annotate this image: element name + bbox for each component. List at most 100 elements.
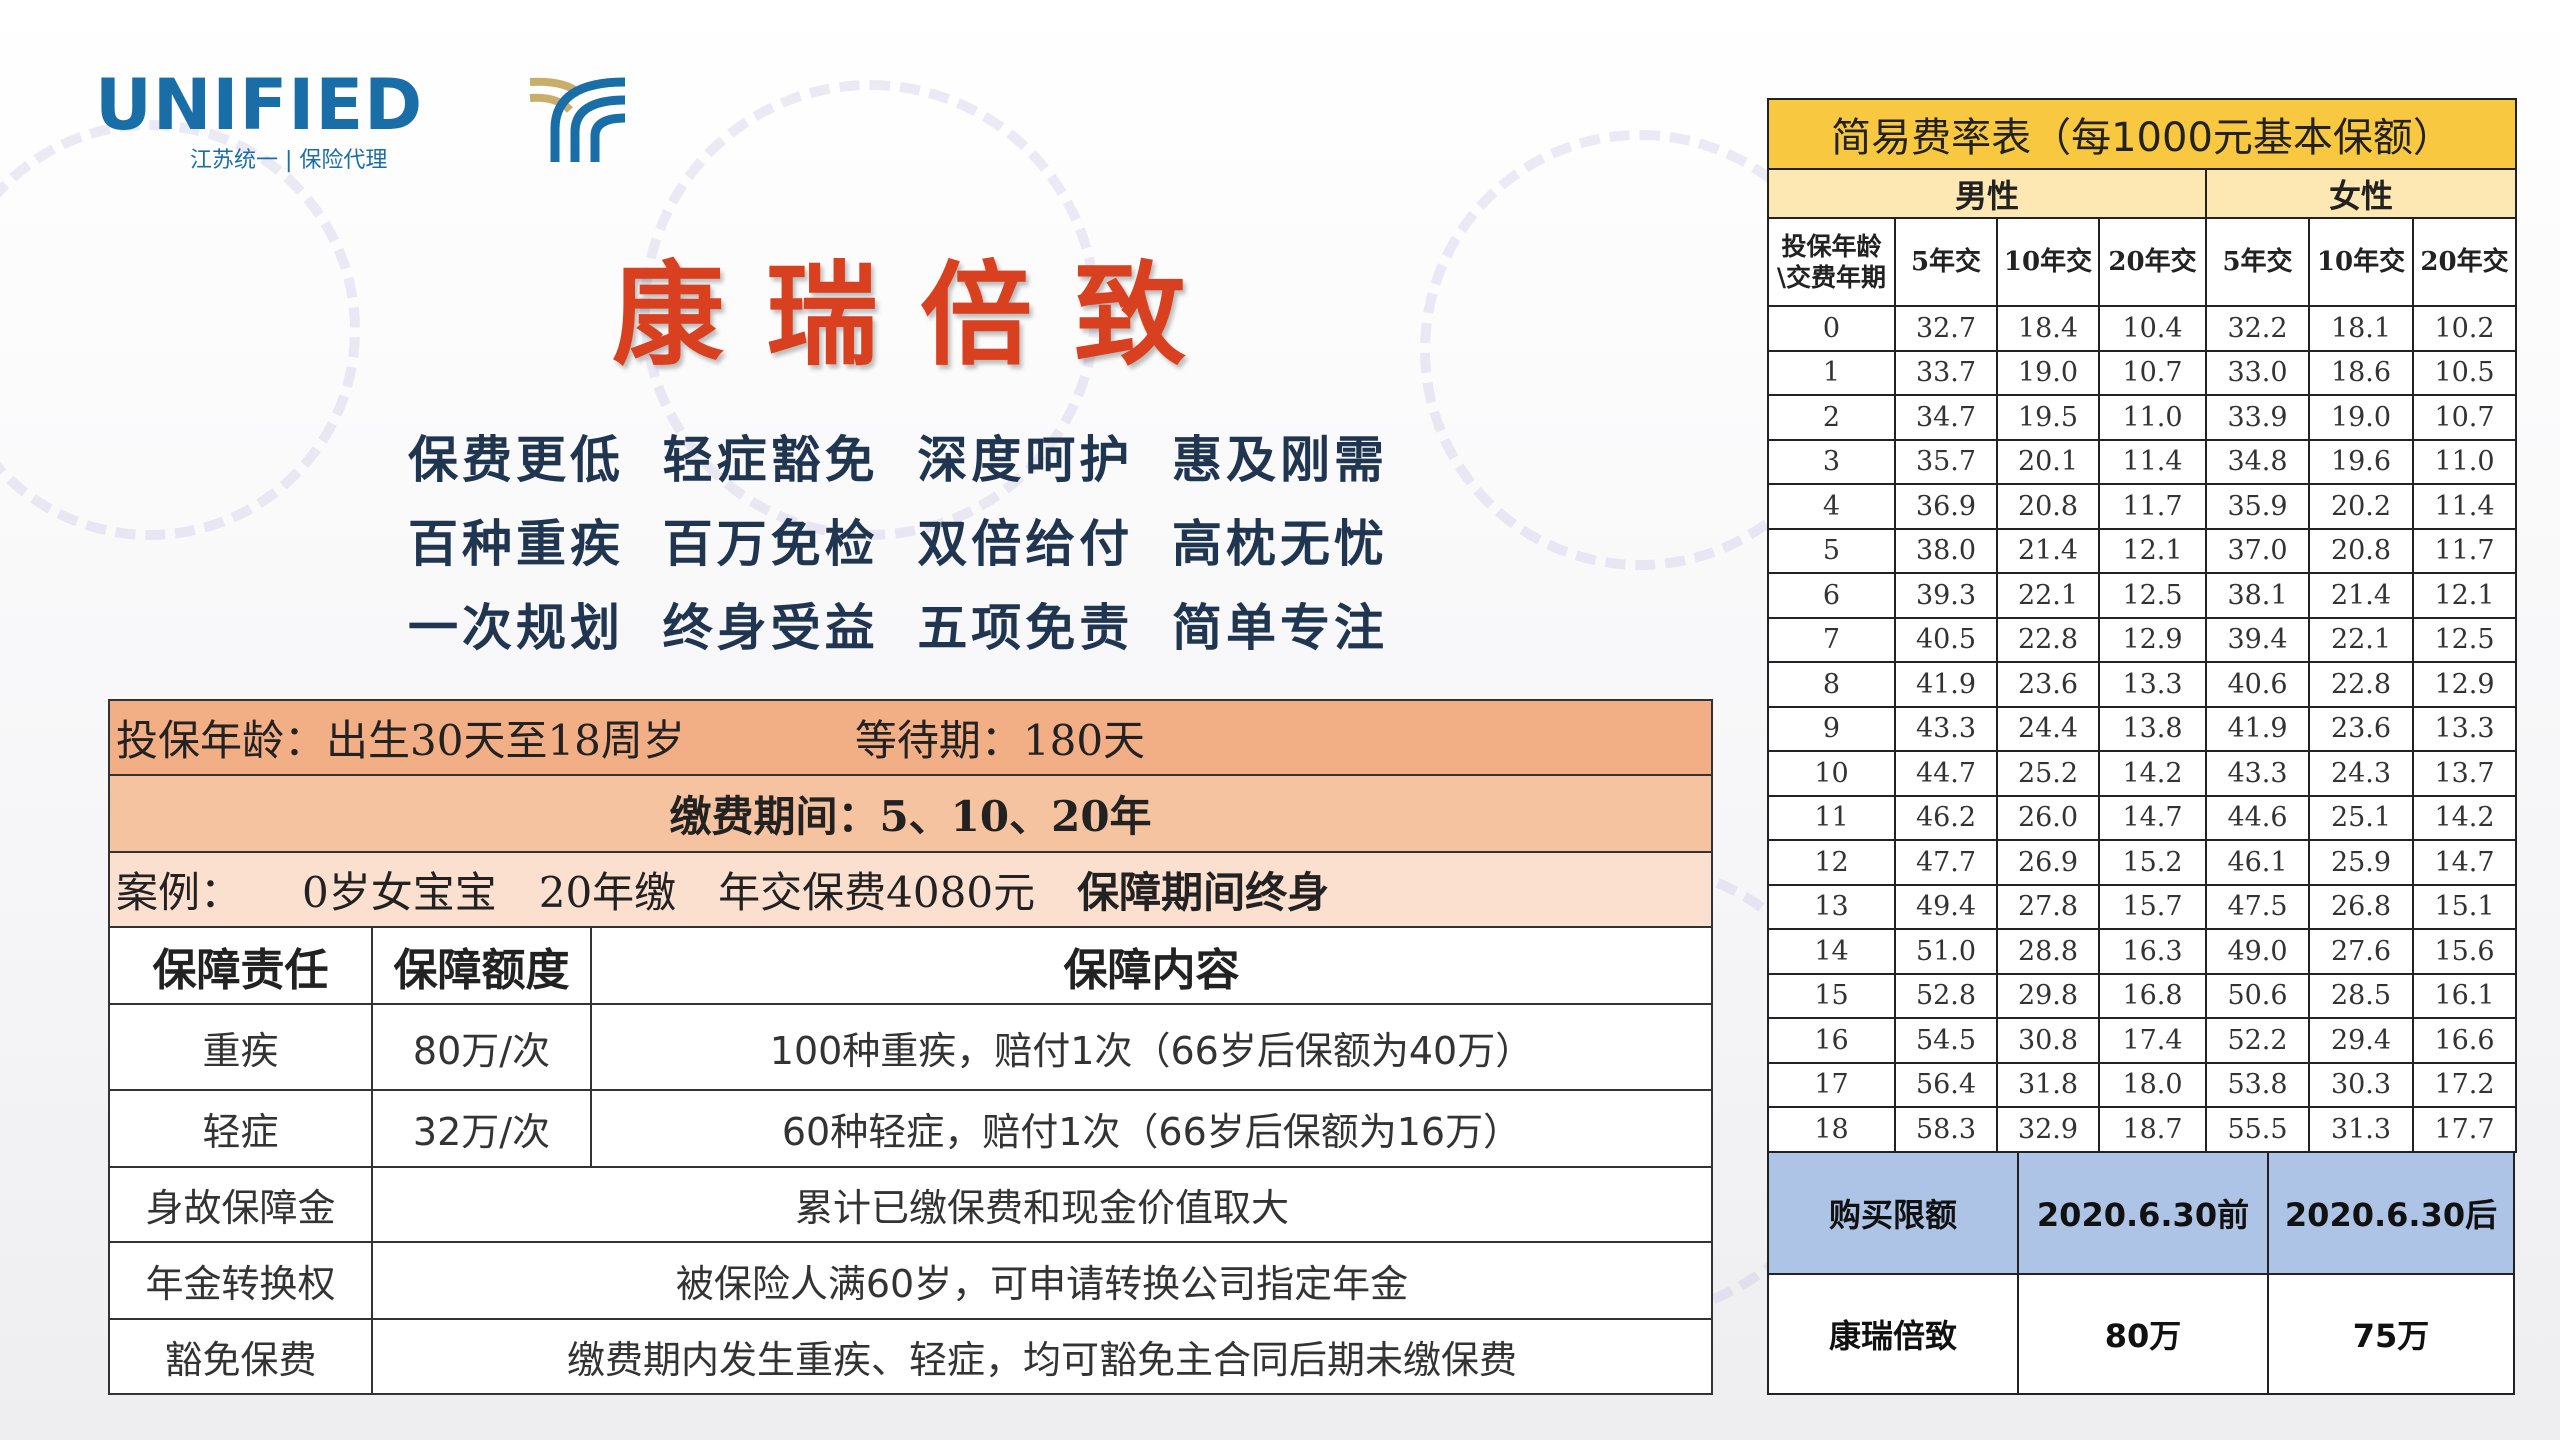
rate-value: 16.3 bbox=[2098, 928, 2207, 975]
rate-value: 15.1 bbox=[2411, 883, 2518, 930]
rate-column-header: 10年交 bbox=[2308, 217, 2414, 307]
rate-age: 2 bbox=[1767, 394, 1896, 441]
corner-header: 投保年龄\交费年期 bbox=[1767, 217, 1896, 307]
coverage-item: 豁免保费 bbox=[108, 1318, 373, 1395]
rate-value: 53.8 bbox=[2205, 1061, 2310, 1108]
rate-value: 14.2 bbox=[2098, 750, 2207, 797]
rate-value: 16.8 bbox=[2098, 972, 2207, 1019]
rate-value: 27.8 bbox=[1996, 883, 2100, 930]
rate-row: 4 36.9 20.8 11.7 35.9 20.2 11.4 bbox=[1767, 483, 2518, 530]
gender-male: 男性 bbox=[1767, 168, 2207, 219]
coverage-amount: 32万/次 bbox=[371, 1089, 592, 1168]
rate-row: 6 39.3 22.1 12.5 38.1 21.4 12.1 bbox=[1767, 572, 2518, 619]
rate-column-header: 20年交 bbox=[2411, 217, 2518, 307]
rate-value: 20.8 bbox=[1996, 483, 2100, 530]
rate-value: 36.9 bbox=[1894, 483, 1998, 530]
rate-value: 30.8 bbox=[1996, 1017, 2100, 1064]
coverage-content: 100种重疾，赔付1次（66岁后保额为40万） bbox=[590, 1003, 1713, 1091]
rate-value: 33.0 bbox=[2205, 349, 2310, 396]
rate-table-title: 简易费率表（每1000元基本保额） bbox=[1766, 98, 2518, 170]
coverage-row: 豁免保费 缴费期内发生重疾、轻症，均可豁免主合同后期未缴保费 bbox=[108, 1318, 1713, 1395]
rate-value: 11.0 bbox=[2098, 394, 2207, 441]
rate-value: 17.2 bbox=[2411, 1061, 2518, 1108]
coverage-item: 身故保障金 bbox=[108, 1166, 373, 1243]
rate-row: 8 41.9 23.6 13.3 40.6 22.8 12.9 bbox=[1767, 661, 2518, 708]
rate-row: 15 52.8 29.8 16.8 50.6 28.5 16.1 bbox=[1767, 972, 2518, 1019]
rate-value: 23.6 bbox=[1996, 661, 2100, 708]
rate-value: 41.9 bbox=[2205, 705, 2310, 752]
rate-age: 6 bbox=[1767, 572, 1896, 619]
rate-value: 18.0 bbox=[2098, 1061, 2207, 1108]
rate-value: 13.3 bbox=[2411, 705, 2518, 752]
rate-age: 10 bbox=[1767, 750, 1896, 797]
rate-column-header: 10年交 bbox=[1996, 217, 2100, 307]
rate-value: 19.5 bbox=[1996, 394, 2100, 441]
slogan-row: 百种重疾 百万免检 双倍给付 高枕无忧 bbox=[408, 504, 1388, 576]
case-term: 保障期间终身 bbox=[1077, 868, 1330, 917]
coverage-row: 轻症 32万/次 60种轻症，赔付1次（66岁后保额为16万） bbox=[108, 1089, 1713, 1168]
slogan: 终身受益 bbox=[662, 599, 879, 657]
coverage-content: 累计已缴保费和现金价值取大 bbox=[371, 1166, 1713, 1243]
rate-value: 47.7 bbox=[1894, 839, 1998, 886]
rate-age: 3 bbox=[1767, 438, 1896, 485]
rate-value: 50.6 bbox=[2205, 972, 2310, 1019]
rate-value: 13.3 bbox=[2098, 661, 2207, 708]
rate-value: 43.3 bbox=[2205, 750, 2310, 797]
rate-value: 17.4 bbox=[2098, 1017, 2207, 1064]
rate-value: 28.5 bbox=[2308, 972, 2414, 1019]
rate-value: 33.9 bbox=[2205, 394, 2310, 441]
rate-age: 13 bbox=[1767, 883, 1896, 930]
slogan-row: 保费更低 轻症豁免 深度呵护 惠及刚需 bbox=[408, 420, 1388, 492]
logo-mark-icon bbox=[529, 77, 626, 162]
rate-column-header: 20年交 bbox=[2098, 217, 2207, 307]
rate-value: 19.6 bbox=[2308, 438, 2414, 485]
rate-value: 14.7 bbox=[2098, 794, 2207, 841]
rate-value: 21.4 bbox=[2308, 572, 2414, 619]
rate-age: 16 bbox=[1767, 1017, 1896, 1064]
rate-row: 1 33.7 19.0 10.7 33.0 18.6 10.5 bbox=[1767, 349, 2518, 396]
rate-value: 39.3 bbox=[1894, 572, 1998, 619]
slogan: 惠及刚需 bbox=[1171, 431, 1388, 489]
rate-row: 9 43.3 24.4 13.8 41.9 23.6 13.3 bbox=[1767, 705, 2518, 752]
rate-value: 54.5 bbox=[1894, 1017, 1998, 1064]
rate-age: 14 bbox=[1767, 928, 1896, 975]
rate-age: 12 bbox=[1767, 839, 1896, 886]
rate-age: 1 bbox=[1767, 349, 1896, 396]
rate-value: 10.4 bbox=[2098, 305, 2207, 352]
rate-value: 32.2 bbox=[2205, 305, 2310, 352]
coverage-row: 年金转换权 被保险人满60岁，可申请转换公司指定年金 bbox=[108, 1241, 1713, 1320]
rate-value: 22.8 bbox=[2308, 661, 2414, 708]
rate-value: 35.9 bbox=[2205, 483, 2310, 530]
rate-value: 20.8 bbox=[2308, 527, 2414, 574]
coverage-header: 保障责任 保障额度 保障内容 bbox=[108, 926, 1713, 1005]
rate-value: 12.9 bbox=[2098, 616, 2207, 663]
rate-value: 12.5 bbox=[2411, 616, 2518, 663]
rate-age: 4 bbox=[1767, 483, 1896, 530]
rate-value: 17.7 bbox=[2411, 1106, 2518, 1153]
rate-value: 24.4 bbox=[1996, 705, 2100, 752]
rate-value: 31.3 bbox=[2308, 1106, 2414, 1153]
rate-value: 27.6 bbox=[2308, 928, 2414, 975]
rate-row: 14 51.0 28.8 16.3 49.0 27.6 15.6 bbox=[1767, 928, 2518, 975]
rate-age: 7 bbox=[1767, 616, 1896, 663]
rate-value: 20.2 bbox=[2308, 483, 2414, 530]
rate-row: 10 44.7 25.2 14.2 43.3 24.3 13.7 bbox=[1767, 750, 2518, 797]
rate-column-header: 5年交 bbox=[2205, 217, 2310, 307]
rate-age: 17 bbox=[1767, 1061, 1896, 1108]
logo-subtitle: 江苏统一 | 保险代理 bbox=[190, 148, 388, 173]
rate-value: 25.9 bbox=[2308, 839, 2414, 886]
rate-value: 28.8 bbox=[1996, 928, 2100, 975]
rate-value: 16.6 bbox=[2411, 1017, 2518, 1064]
rate-value: 40.5 bbox=[1894, 616, 1998, 663]
rate-row: 13 49.4 27.8 15.7 47.5 26.8 15.1 bbox=[1767, 883, 2518, 930]
rate-value: 58.3 bbox=[1894, 1106, 1998, 1153]
rate-value: 44.7 bbox=[1894, 750, 1998, 797]
watermark bbox=[640, 80, 1100, 540]
case-detail: 0岁女宝宝 20年缴 年交保费4080元 bbox=[302, 868, 1036, 917]
limit-header: 2020.6.30后 bbox=[2267, 1151, 2515, 1275]
header-content: 保障内容 bbox=[590, 926, 1713, 1005]
rate-value: 25.2 bbox=[1996, 750, 2100, 797]
rate-value: 38.0 bbox=[1894, 527, 1998, 574]
rate-value: 32.7 bbox=[1894, 305, 1998, 352]
slogan-row: 一次规划 终身受益 五项免责 简单专注 bbox=[408, 588, 1388, 660]
